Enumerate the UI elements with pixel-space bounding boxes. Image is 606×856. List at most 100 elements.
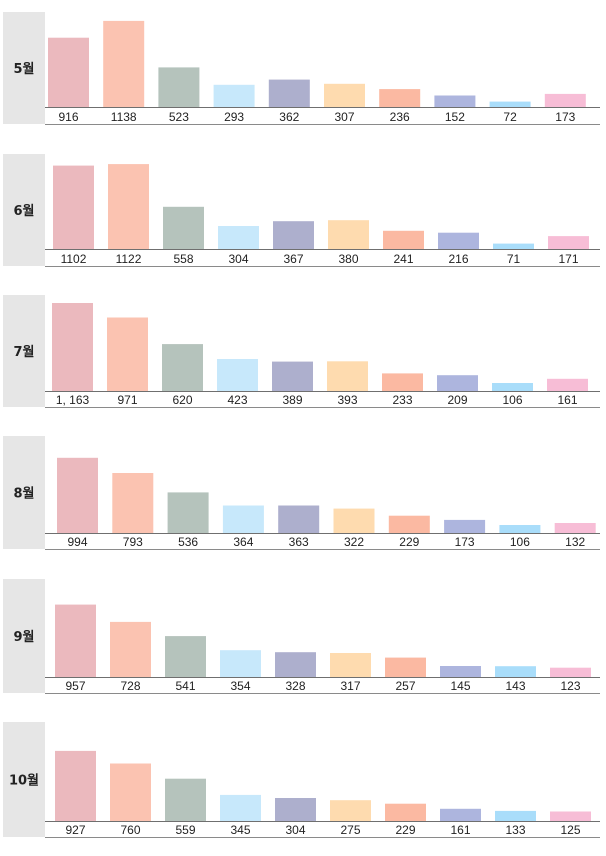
bar xyxy=(158,67,200,107)
bar xyxy=(385,657,426,677)
value-label: 72 xyxy=(503,110,517,124)
bar xyxy=(437,375,478,391)
bar xyxy=(499,525,541,533)
bar xyxy=(57,457,98,533)
bar xyxy=(110,621,151,677)
value-label: 229 xyxy=(399,535,419,549)
month-tab xyxy=(3,154,45,266)
value-label: 1138 xyxy=(111,110,137,124)
bar xyxy=(388,515,430,533)
chart-panel: 7월 1, 163 971 620 423 389 393 233 209 106 161 xyxy=(3,295,600,408)
value-label: 152 xyxy=(445,110,465,124)
value-label: 123 xyxy=(560,679,580,693)
value-label: 125 xyxy=(560,823,580,837)
bar xyxy=(213,84,255,107)
bar xyxy=(55,604,96,677)
bar xyxy=(218,226,259,249)
value-label: 523 xyxy=(169,110,189,124)
value-label: 236 xyxy=(390,110,410,124)
chart-panel: 5월 916 1138 523 293 362 307 236 152 72 173 xyxy=(3,12,600,125)
month-label: 5월 xyxy=(13,61,34,77)
bar xyxy=(268,79,310,107)
bar xyxy=(547,378,588,391)
bar xyxy=(440,808,481,821)
chart-panel: 6월 1102 1122 558 304 367 380 241 216 71 171 xyxy=(3,154,600,267)
value-label: 145 xyxy=(450,679,470,693)
value-label: 106 xyxy=(502,393,522,407)
value-label: 133 xyxy=(505,823,525,837)
value-label: 1122 xyxy=(116,252,142,266)
value-label: 229 xyxy=(395,823,415,837)
value-label: 132 xyxy=(565,535,585,549)
bar xyxy=(165,778,206,821)
value-label: 173 xyxy=(555,110,575,124)
value-label: 173 xyxy=(455,535,475,549)
bar xyxy=(48,37,89,108)
value-label: 209 xyxy=(447,393,467,407)
bar xyxy=(444,519,486,533)
bar xyxy=(162,344,203,391)
value-label: 760 xyxy=(120,823,140,837)
value-label: 328 xyxy=(285,679,305,693)
bar xyxy=(163,206,204,249)
value-label: 106 xyxy=(510,535,530,549)
value-label: 241 xyxy=(393,252,413,266)
month-label: 7월 xyxy=(13,344,34,360)
value-label: 957 xyxy=(65,679,85,693)
bar xyxy=(492,383,533,391)
value-label: 171 xyxy=(558,252,578,266)
bar xyxy=(379,89,421,107)
value-label: 161 xyxy=(557,393,577,407)
value-label: 257 xyxy=(395,679,415,693)
month-tab xyxy=(3,722,45,837)
bar xyxy=(275,798,316,821)
value-label: 1102 xyxy=(61,252,87,266)
value-label: 927 xyxy=(65,823,85,837)
month-tab xyxy=(3,436,45,549)
bar xyxy=(550,667,591,677)
bar xyxy=(217,359,258,391)
bar xyxy=(275,652,316,677)
bar xyxy=(107,317,148,391)
bar xyxy=(383,230,424,249)
bar xyxy=(273,221,314,249)
value-label: 304 xyxy=(285,823,305,837)
bar xyxy=(330,653,371,677)
value-label: 216 xyxy=(448,252,468,266)
value-label: 345 xyxy=(230,823,250,837)
value-label: 393 xyxy=(337,393,357,407)
bar xyxy=(333,508,375,533)
bar xyxy=(278,505,320,533)
month-label: 8월 xyxy=(13,486,34,502)
bar xyxy=(327,361,368,391)
bar xyxy=(165,636,206,677)
chart-panel: 10월 927 760 559 345 304 275 229 161 133 125 xyxy=(3,722,600,838)
bar xyxy=(489,101,531,107)
value-label: 293 xyxy=(224,110,244,124)
value-label: 389 xyxy=(282,393,302,407)
bar xyxy=(493,243,534,249)
value-label: 971 xyxy=(117,393,137,407)
value-label: 307 xyxy=(334,110,354,124)
month-tab xyxy=(3,295,45,407)
value-label: 558 xyxy=(173,252,193,266)
value-label: 994 xyxy=(67,535,87,549)
bar xyxy=(328,220,369,249)
value-label: 423 xyxy=(227,393,247,407)
bar xyxy=(548,236,589,249)
month-tab xyxy=(3,579,45,693)
value-label: 363 xyxy=(289,535,309,549)
bar xyxy=(495,666,536,677)
bar xyxy=(53,165,94,249)
bar xyxy=(438,232,479,249)
bar xyxy=(544,93,586,107)
bar xyxy=(167,492,209,533)
value-label: 559 xyxy=(175,823,195,837)
value-label: 322 xyxy=(344,535,364,549)
month-label: 9월 xyxy=(13,629,34,645)
bar xyxy=(220,650,261,677)
value-label: 916 xyxy=(58,110,78,124)
value-label: 304 xyxy=(228,252,248,266)
value-label: 1, 163 xyxy=(56,393,90,407)
